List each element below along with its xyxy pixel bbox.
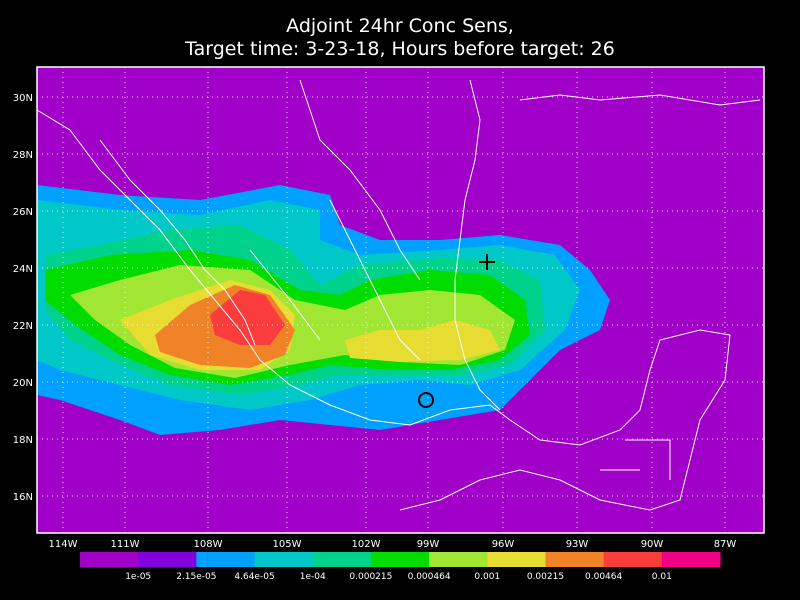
colorbar: 1e-05 2.15e-05 4.64e-05 1e-04 0.000215 0.0004… [80,552,721,582]
lat-label: 24N [13,264,33,275]
coastlines [36,79,761,511]
colorbar-swatch [429,552,488,567]
state-border [600,439,671,480]
map-frame [36,66,765,534]
lat-label: 16N [13,492,33,503]
lat-label: 20N [13,378,33,389]
coastline [454,79,501,411]
lon-label: 99W [417,539,440,550]
colorbar-swatch [370,552,430,567]
lat-label: 18N [13,435,33,446]
lat-label: 26N [13,207,33,218]
coastline [99,139,256,346]
colorbar-label: 0.00464 [585,572,622,582]
colorbar-label: 0.00215 [527,572,564,582]
lon-label: 105W [273,539,302,550]
title-line: Adjoint 24hr Conc Sens, [286,15,514,37]
colorbar-label: 0.000215 [349,572,392,582]
lon-label: 93W [566,539,589,550]
colorbar-swatch [487,552,546,567]
lon-label: 108W [194,539,223,550]
lat-label: 28N [13,150,33,161]
colorbar-label: 2.15e-05 [176,572,216,582]
colorbar-swatch [545,552,605,567]
colorbar-swatch [196,552,256,567]
lon-label: 90W [641,539,664,550]
coastline [36,109,731,511]
lon-label: 102W [352,539,381,550]
colorbar-swatch [138,552,197,567]
colorbar-swatch [80,552,139,567]
target-marker [479,254,495,270]
axis-labels: 30N 28N 26N 24N 22N 20N 18N 16N 114W 111W 108W 105W… [13,93,737,550]
contour-region [210,290,285,345]
colorbar-swatch [661,552,721,567]
colorbar-label: 4.64e-05 [234,572,274,582]
lon-label: 87W [714,539,737,550]
coastline [519,94,761,106]
colorbar-label: 0.01 [652,572,672,582]
source-marker [418,392,434,408]
lat-label: 22N [13,321,33,332]
colorbar-swatch [254,552,314,567]
lat-label: 30N [13,93,33,104]
sensitivity-field [37,67,764,533]
state-border [249,79,421,361]
lon-label: 114W [49,539,78,550]
colorbar-label: 1e-04 [300,572,326,582]
graticule [37,67,764,533]
colorbar-label: 0.001 [474,572,500,582]
colorbar-label: 0.000464 [408,572,451,582]
colorbar-swatch [603,552,663,567]
title-line: Target time: 3-23-18, Hours before targe… [184,38,615,60]
lon-label: 96W [492,539,515,550]
colorbar-label: 1e-05 [125,572,151,582]
markers [418,254,495,408]
lon-label: 111W [111,539,140,550]
colorbar-swatch [312,552,372,567]
